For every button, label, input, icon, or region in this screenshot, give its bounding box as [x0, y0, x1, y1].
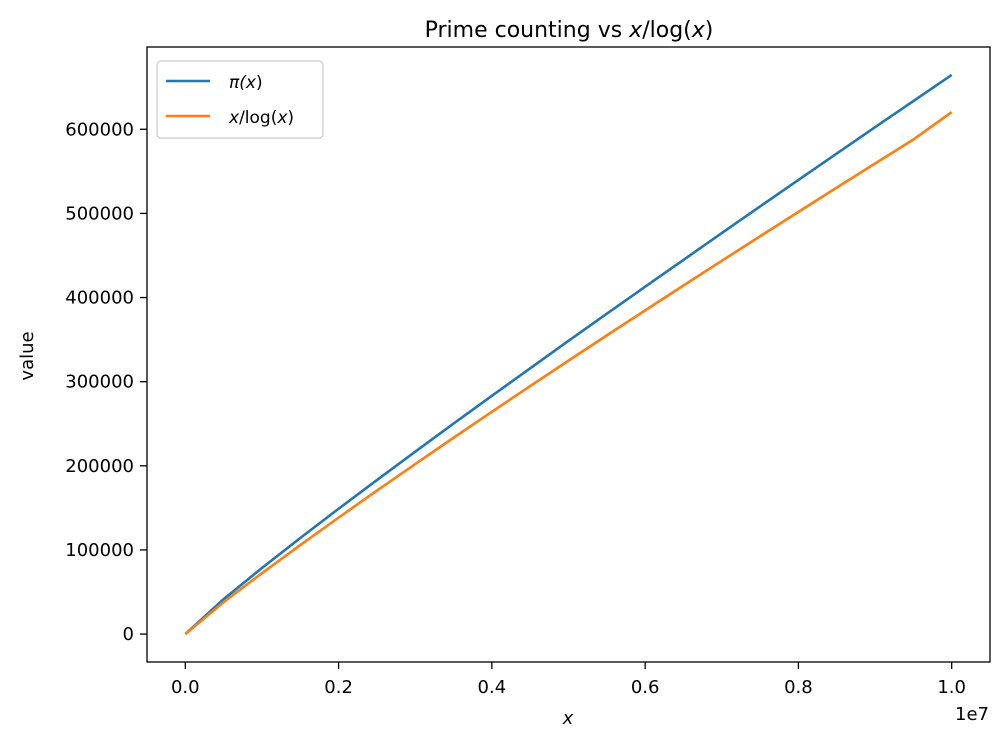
ticks: 0.0 0.2 0.4 0.6 0.8 1.0 0 100000 200000 300000 400…	[65, 119, 966, 698]
x-tick-label: 0.0	[171, 677, 200, 698]
y-tick-label: 600000	[65, 119, 134, 140]
legend-label-pi: π(x)	[229, 73, 263, 93]
y-axis-label: value	[17, 331, 38, 380]
x-axis-label: x	[562, 708, 574, 729]
x-tick-label: 1.0	[937, 677, 966, 698]
y-tick-label: 500000	[65, 203, 134, 224]
series-line-xlogx	[184, 111, 953, 636]
y-tick-label: 0	[123, 624, 134, 645]
y-tick-label: 400000	[65, 288, 134, 309]
plot-frame	[146, 46, 991, 663]
chart-title: Prime counting vs x/log(x)	[425, 18, 714, 43]
x-tick-label: 0.6	[631, 677, 660, 698]
y-tick-label: 100000	[65, 540, 134, 561]
series-line-pi	[184, 73, 953, 636]
x-offset-label: 1e7	[955, 704, 989, 725]
series-group	[184, 73, 953, 636]
y-tick-label: 200000	[65, 456, 134, 477]
x-tick-label: 0.2	[324, 677, 353, 698]
legend: π(x) x/log(x)	[156, 60, 324, 139]
legend-label-xlogx: x/log(x)	[228, 108, 294, 128]
x-tick-label: 0.8	[784, 677, 813, 698]
y-tick-label: 300000	[65, 372, 134, 393]
x-tick-label: 0.4	[478, 677, 507, 698]
